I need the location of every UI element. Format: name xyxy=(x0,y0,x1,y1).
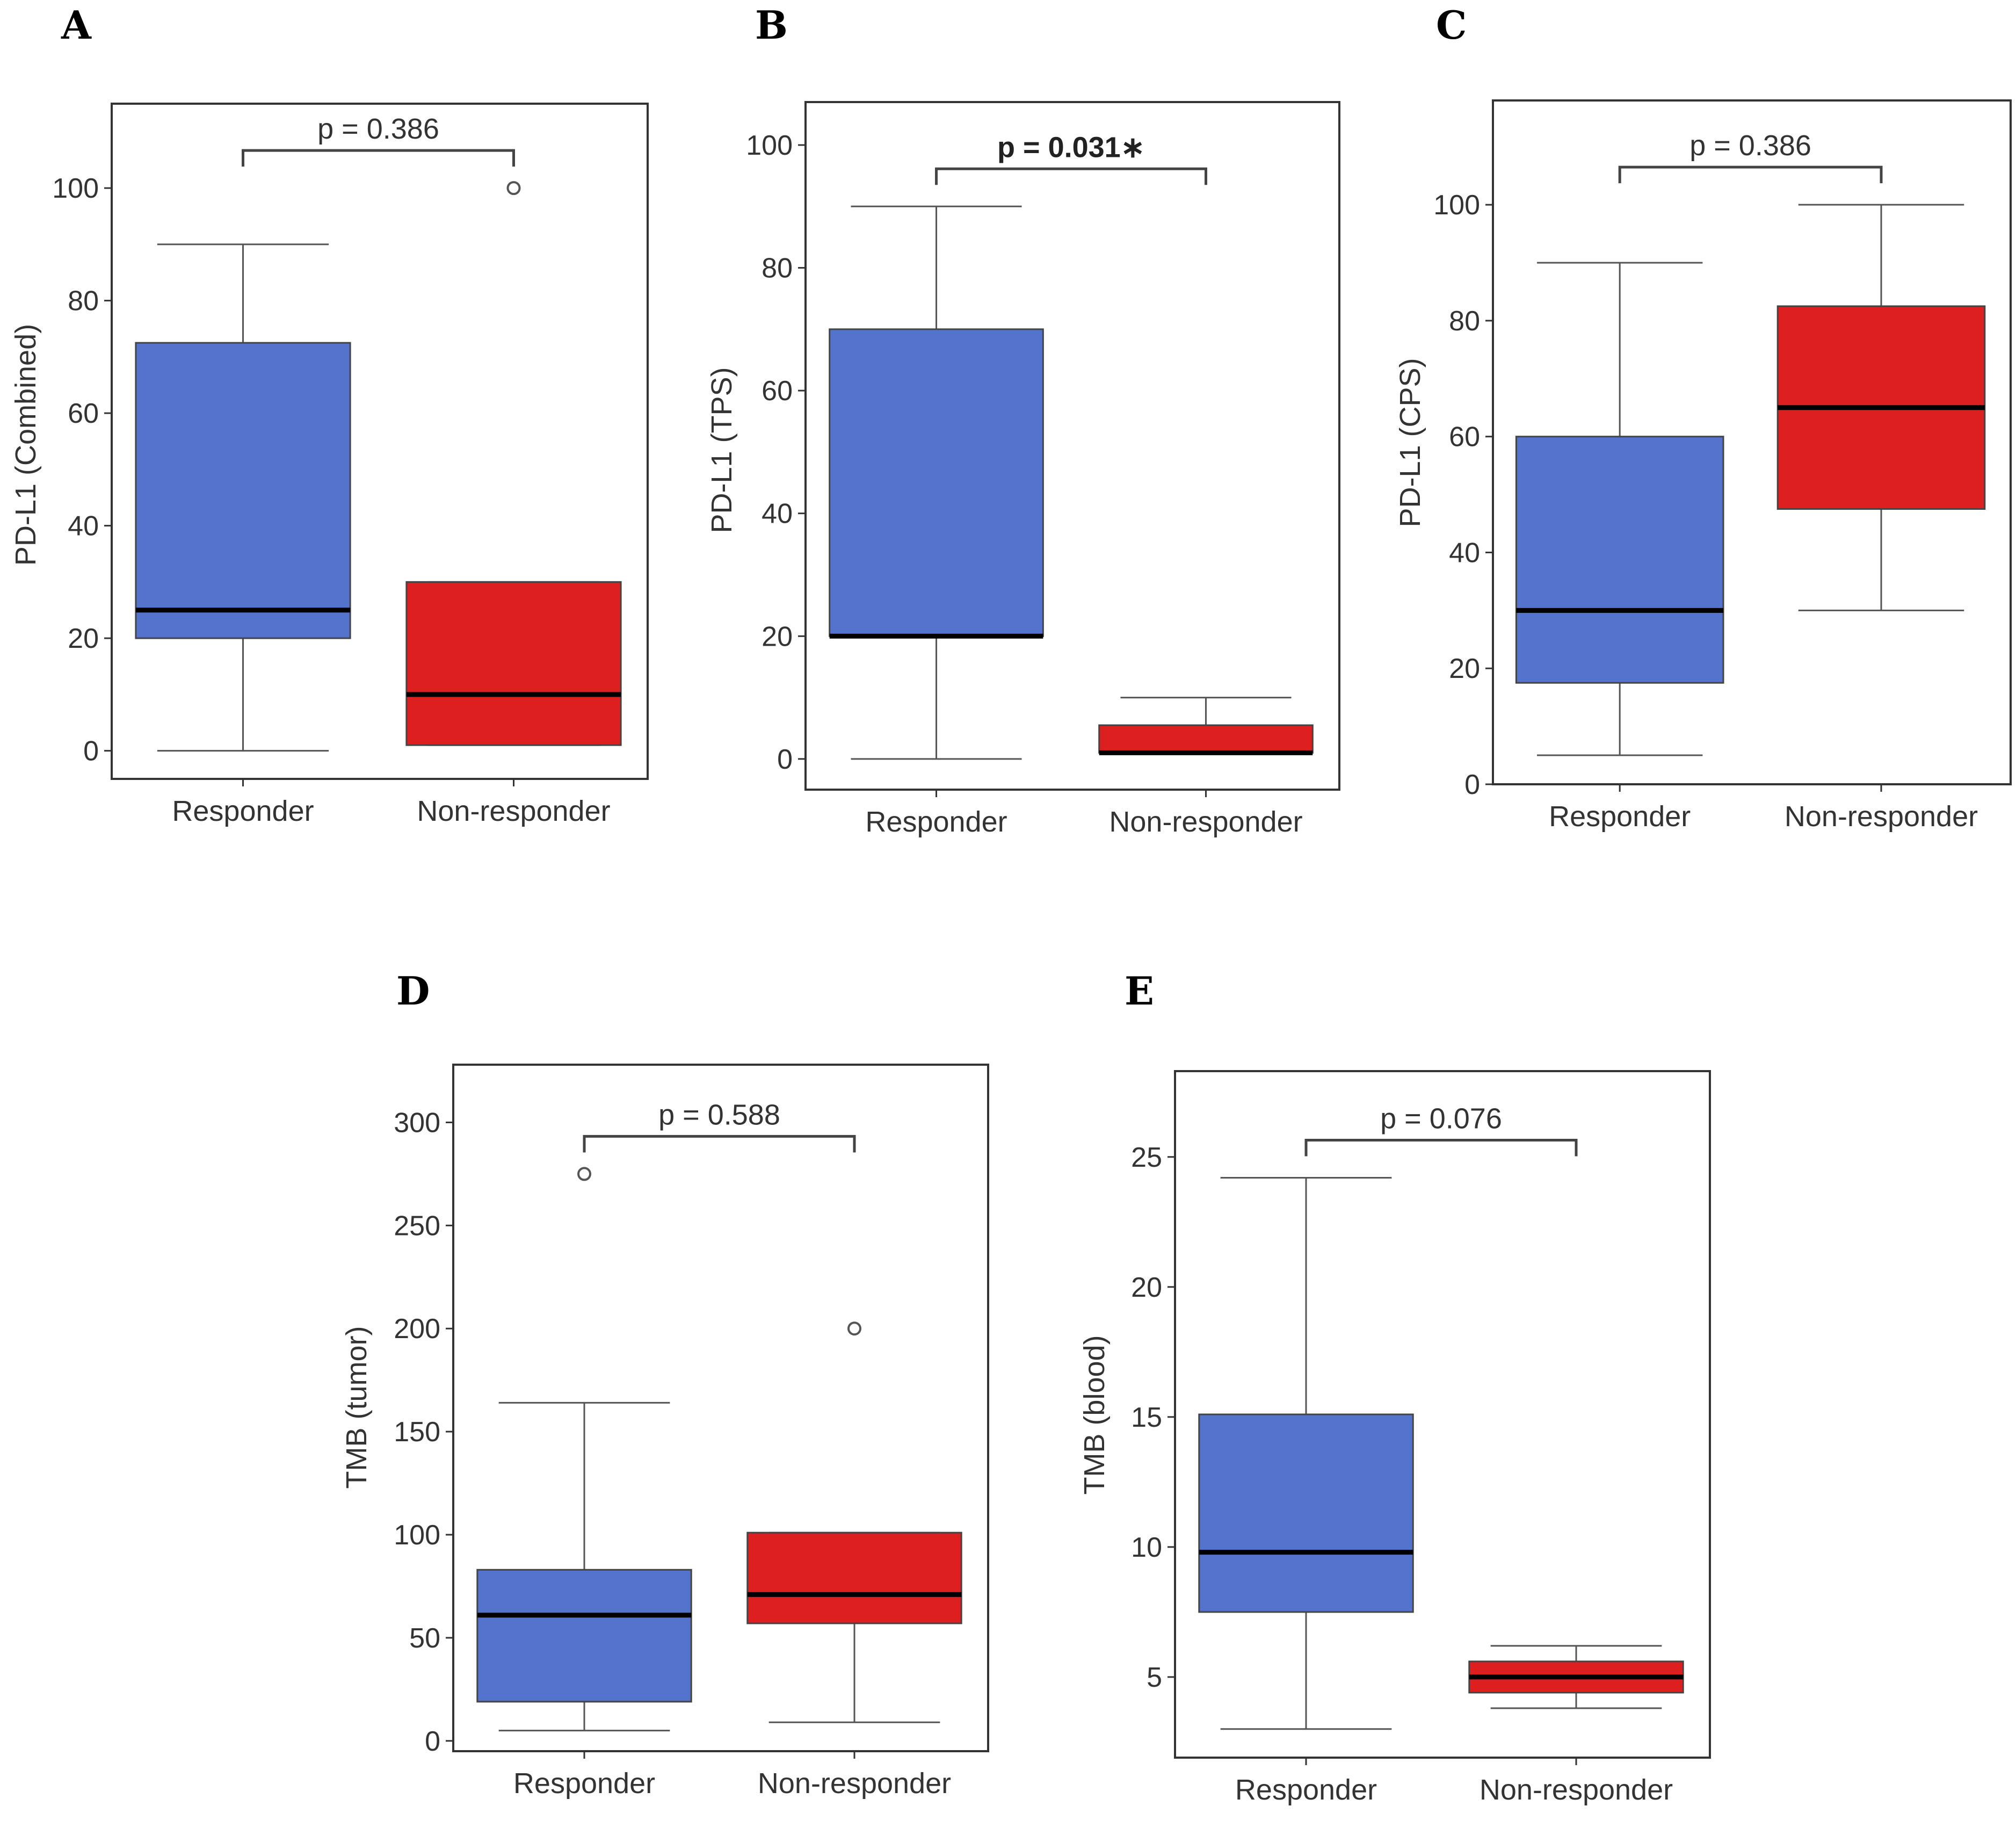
responder-box xyxy=(1515,436,1724,684)
y-tick-label: 20 xyxy=(1449,653,1480,684)
y-tick-label: 300 xyxy=(394,1107,440,1138)
x-tick-label: Non-responder xyxy=(1109,806,1302,838)
y-tick-label: 0 xyxy=(83,736,99,767)
y-tick-label: 0 xyxy=(1464,769,1480,800)
y-axis-label: PD-L1 (CPS) xyxy=(1394,358,1426,527)
p-value-label: p = 0.588 xyxy=(658,1099,780,1131)
plot-frame xyxy=(1492,99,2012,785)
outlier-point xyxy=(847,1321,861,1336)
outlier-point xyxy=(506,181,521,196)
y-axis-label: TMB (blood) xyxy=(1078,1335,1111,1494)
y-tick-label: 100 xyxy=(746,130,793,161)
non-responder-box xyxy=(405,581,622,746)
x-tick-label: Responder xyxy=(865,806,1007,838)
panel-letter: A xyxy=(61,2,92,48)
responder-box xyxy=(135,342,351,639)
y-tick-label: 60 xyxy=(1449,422,1480,453)
p-value-label: p = 0.031∗ xyxy=(997,131,1145,163)
panel-e: E TMB (blood) 5 10 15 20 25 Responder Non-resp… xyxy=(1078,968,1711,1806)
y-tick-label: 250 xyxy=(394,1210,440,1241)
x-tick-label: Responder xyxy=(1235,1774,1377,1806)
outlier-point xyxy=(577,1167,592,1181)
plot-frame xyxy=(804,101,1340,791)
plot-area: 0 20 40 60 80 100 Responder Non-responder p = 0.… xyxy=(52,103,649,827)
x-tick-label: Responder xyxy=(172,795,314,827)
plot-area: 5 10 15 20 25 Responder Non-responder p = 0.076 xyxy=(1131,1070,1711,1806)
x-tick-label: Non-responder xyxy=(1480,1774,1673,1806)
y-tick-label: 10 xyxy=(1131,1532,1162,1563)
panel-c: C PD-L1 (CPS) 0 20 40 60 80 100 Responder Non-r… xyxy=(1394,2,2012,833)
y-tick-label: 200 xyxy=(394,1313,440,1345)
panel-letter: B xyxy=(755,2,788,48)
y-tick-label: 40 xyxy=(68,511,99,542)
y-tick-label: 100 xyxy=(1433,190,1480,221)
y-tick-label: 80 xyxy=(762,253,793,284)
x-tick-label: Non-responder xyxy=(417,795,610,827)
panel-letter: D xyxy=(396,968,430,1014)
panel-letter: C xyxy=(1436,2,1467,48)
p-value-label: p = 0.076 xyxy=(1380,1102,1502,1135)
significance-bracket xyxy=(1304,1138,1578,1157)
y-tick-label: 20 xyxy=(68,623,99,654)
significance-bracket xyxy=(583,1135,856,1153)
significance-bracket xyxy=(935,167,1207,185)
y-axis-label: TMB (tumor) xyxy=(340,1326,373,1489)
plot-area: 0 20 40 60 80 100 Responder Non-responder p = 0.… xyxy=(1433,99,2012,833)
y-tick-label: 50 xyxy=(409,1623,440,1654)
panel-b: B PD-L1 (TPS) 0 20 40 60 80 100 Responder Non-r… xyxy=(706,2,1340,838)
y-axis-label: PD-L1 (Combined) xyxy=(10,324,42,566)
panel-a: A PD-L1 (Combined) 0 20 40 60 80 100 Responder… xyxy=(10,2,649,827)
y-tick-label: 40 xyxy=(762,498,793,530)
responder-box xyxy=(829,328,1044,637)
x-tick-label: Non-responder xyxy=(758,1767,951,1800)
plot-area: 0 20 40 60 80 100 Responder Non-responder p = 0.… xyxy=(746,101,1340,838)
y-tick-label: 0 xyxy=(777,744,793,775)
plot-frame xyxy=(111,103,649,780)
p-value-label: p = 0.386 xyxy=(317,113,439,145)
panel-letter: E xyxy=(1125,968,1154,1014)
p-value-label: p = 0.386 xyxy=(1689,129,1811,162)
plot-area: 0 50 100 150 200 250 300 Responder Non-responder… xyxy=(394,1064,989,1800)
x-tick-label: Responder xyxy=(513,1767,655,1800)
non-responder-box xyxy=(1098,724,1314,754)
y-tick-label: 100 xyxy=(52,173,99,204)
y-tick-label: 100 xyxy=(394,1520,440,1551)
x-tick-label: Non-responder xyxy=(1785,800,1978,833)
y-tick-label: 25 xyxy=(1131,1142,1162,1173)
significance-bracket xyxy=(1618,165,1883,184)
y-tick-label: 5 xyxy=(1147,1662,1162,1693)
y-tick-label: 80 xyxy=(1449,306,1480,337)
y-tick-label: 80 xyxy=(68,286,99,317)
responder-box xyxy=(476,1569,692,1703)
y-tick-label: 15 xyxy=(1131,1402,1162,1433)
y-tick-label: 150 xyxy=(394,1417,440,1448)
y-tick-label: 60 xyxy=(68,398,99,429)
panel-d: D TMB (tumor) 0 50 100 150 200 250 300 Responde… xyxy=(340,968,989,1800)
y-tick-label: 20 xyxy=(762,621,793,652)
y-tick-label: 20 xyxy=(1131,1272,1162,1303)
y-tick-label: 40 xyxy=(1449,537,1480,568)
y-axis-label: PD-L1 (TPS) xyxy=(706,367,738,533)
y-tick-label: 0 xyxy=(425,1726,440,1757)
plot-frame xyxy=(1174,1070,1711,1759)
responder-box xyxy=(1198,1413,1414,1613)
significance-bracket xyxy=(242,149,515,167)
x-tick-label: Responder xyxy=(1549,800,1691,833)
y-tick-label: 60 xyxy=(762,375,793,407)
non-responder-box xyxy=(746,1531,962,1624)
plot-frame xyxy=(452,1064,989,1752)
